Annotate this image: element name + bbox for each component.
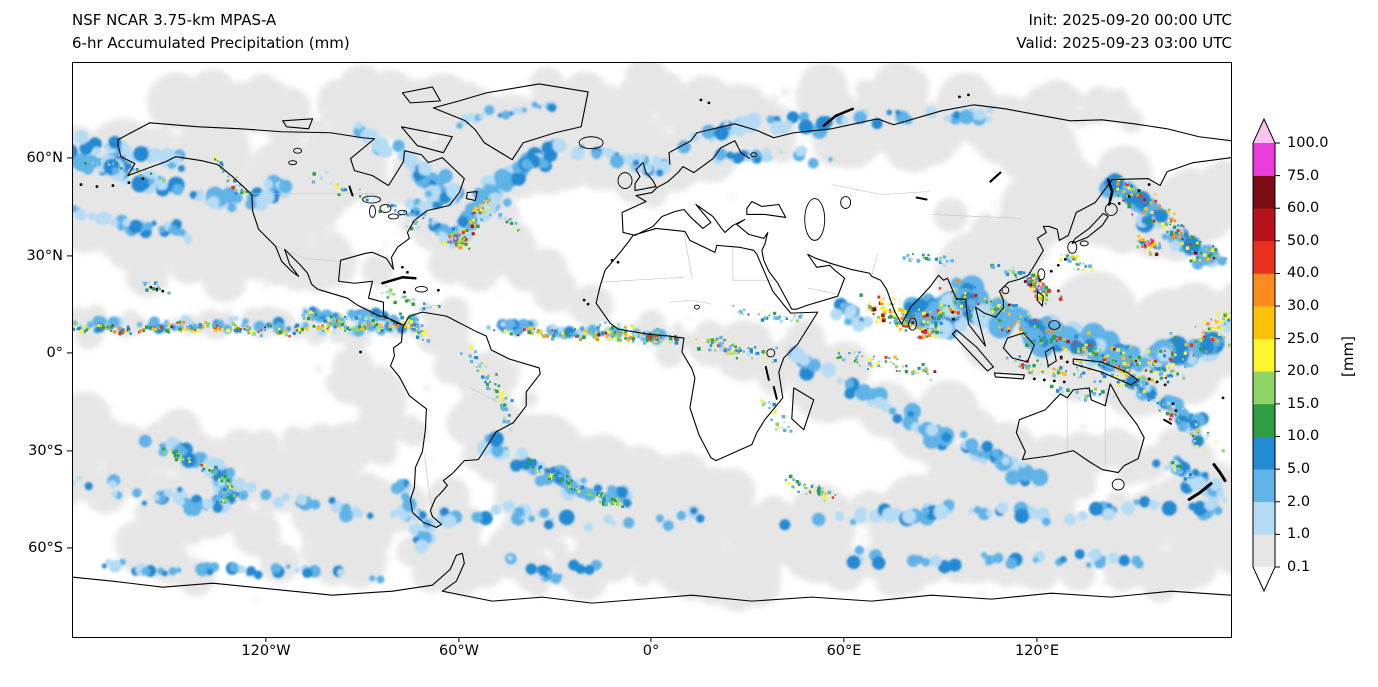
colorbar-tick-label: 60.0 (1287, 200, 1320, 217)
colorbar-tick-label: 100.0 (1287, 135, 1329, 151)
colorbar-tick-label: 20.0 (1287, 363, 1320, 380)
y-tick (67, 255, 72, 257)
y-tick (67, 450, 72, 452)
colorbar-tick-label: 10.0 (1287, 428, 1320, 445)
y-tick (67, 157, 72, 159)
colorbar-unit-label: [mm] (1339, 336, 1357, 377)
x-tick (458, 637, 460, 642)
coastlines-layer (73, 83, 1231, 604)
colorbar-tick-label: 1.0 (1287, 526, 1311, 543)
x-tick (650, 637, 652, 642)
colorbar-tick-labels: 100.0 75.0 60.0 50.0 40.0 30.0 25.0 20.0… (1287, 135, 1329, 575)
y-tick-label: 30°S (28, 443, 63, 459)
y-tick-label: 30°N (26, 248, 63, 264)
colorbar-tick-label: 15.0 (1287, 395, 1320, 412)
x-tick-label: 120°E (1014, 643, 1060, 659)
x-tick-label: 60°W (438, 643, 480, 659)
colorbar: 100.0 75.0 60.0 50.0 40.0 30.0 25.0 20.0… (1251, 110, 1378, 630)
x-tick (1036, 637, 1038, 642)
figure-title-model: NSF NCAR 3.75-km MPAS-A (72, 11, 277, 29)
x-tick-label: 120°W (241, 643, 291, 659)
x-tick (843, 637, 845, 642)
y-tick (67, 547, 72, 549)
lakes-layer (288, 136, 1125, 491)
x-tick-label: 0° (642, 643, 660, 659)
valid-time: Valid: 2025-09-23 03:00 UTC (1016, 34, 1232, 52)
map-axes: 60°N 30°N 0° 30°S 60°S 120°W 60°W 0° 60°… (26, 62, 1232, 659)
country-borders-layer (251, 184, 1106, 514)
x-tick (265, 637, 267, 642)
colorbar-tick-label: 2.0 (1287, 493, 1311, 510)
colorbar-tick-label: 50.0 (1287, 232, 1320, 249)
precip-convective-layer (73, 155, 1231, 509)
y-tick-label: 0° (46, 345, 63, 361)
colorbar-ramp (1252, 117, 1280, 593)
colorbar-tick-label: 5.0 (1287, 461, 1311, 478)
figure-title-variable: 6-hr Accumulated Precipitation (mm) (72, 34, 350, 52)
x-tick-label: 60°E (826, 643, 862, 659)
y-tick-label: 60°N (26, 150, 63, 166)
colorbar-tick-label: 30.0 (1287, 298, 1320, 315)
figure-time-block: Init: 2025-09-20 00:00 UTC Valid: 2025-0… (1016, 9, 1232, 55)
colorbar-tick-label: 75.0 (1287, 167, 1320, 184)
y-tick-label: 60°S (28, 540, 63, 556)
colorbar-tick-label: 25.0 (1287, 330, 1320, 347)
colorbar-tick-label: 40.0 (1287, 265, 1320, 282)
figure-title-block: NSF NCAR 3.75-km MPAS-A 6-hr Accumulated… (72, 9, 350, 55)
colorbar-tick-label: 0.1 (1287, 558, 1311, 575)
y-tick (67, 352, 72, 354)
init-time: Init: 2025-09-20 00:00 UTC (1028, 11, 1232, 29)
world-precipitation-map (73, 63, 1231, 637)
